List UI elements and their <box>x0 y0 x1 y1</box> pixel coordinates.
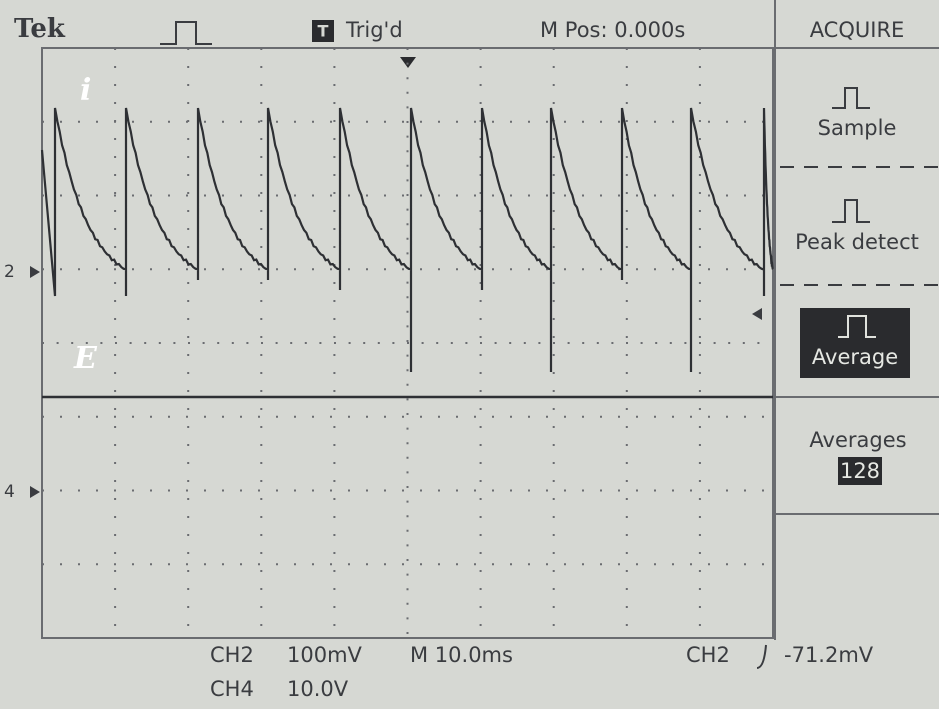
ch4-scale: 10.0V <box>287 677 349 701</box>
ch4-label: CH4 <box>210 677 254 701</box>
menu-title: ACQUIRE <box>810 18 905 42</box>
trigger-level-marker <box>752 308 762 320</box>
trace-label: i <box>80 73 91 108</box>
peak-detect-icon <box>832 199 870 223</box>
trigger-level: -71.2mV <box>784 643 874 667</box>
channel-marker-arrow <box>30 266 40 278</box>
menu-item[interactable]: Sample <box>818 116 897 140</box>
trace-label: E <box>73 341 98 376</box>
trigger-icon-box <box>312 20 334 42</box>
current-trace <box>40 107 774 372</box>
trigger-icon: T <box>318 22 329 41</box>
averages-value-box[interactable] <box>838 457 882 485</box>
trigger-position-marker <box>400 57 416 68</box>
position: M Pos: 0.000s <box>540 18 685 42</box>
selected-item-box[interactable] <box>800 308 910 378</box>
averages-label: Averages <box>809 428 906 452</box>
channel-marker-arrow <box>30 486 40 498</box>
ch2-label: CH2 <box>210 643 254 667</box>
timebase: M 10.0ms <box>410 643 513 667</box>
trigger-slope-icon <box>756 644 767 669</box>
menu-item[interactable]: Peak detect <box>795 230 919 254</box>
pulse-icon <box>160 21 212 45</box>
average-icon <box>838 315 876 338</box>
graticule <box>41 47 774 639</box>
trigger-status: Trig'd <box>345 18 403 42</box>
menu-item[interactable]: Average <box>812 345 898 369</box>
averages-value[interactable]: 128 <box>840 459 880 483</box>
channel-marker: 2 <box>4 262 15 282</box>
sample-icon <box>832 87 870 109</box>
brand: Tek <box>14 14 66 44</box>
ch2-scale: 100mV <box>287 643 363 667</box>
trigger-source: CH2 <box>686 643 730 667</box>
channel-marker: 4 <box>4 482 15 502</box>
